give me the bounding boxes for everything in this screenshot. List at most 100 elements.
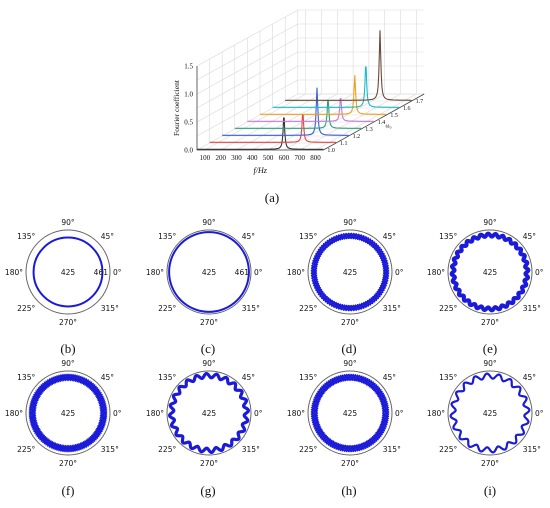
z-tick-label: 1.4 bbox=[378, 120, 386, 126]
angle-label: 0° bbox=[535, 409, 544, 418]
grid-line bbox=[252, 93, 354, 151]
center-label: 425 bbox=[202, 268, 217, 277]
angle-label: 45° bbox=[242, 232, 256, 241]
angle-label: 180° bbox=[287, 409, 305, 418]
polar-ring-inner bbox=[28, 373, 108, 453]
angle-label: 90° bbox=[202, 218, 216, 227]
angle-label: 0° bbox=[395, 409, 404, 418]
angle-label: 270° bbox=[481, 459, 499, 468]
x-tick-label: 800 bbox=[310, 154, 321, 162]
angle-label: 0° bbox=[113, 409, 122, 418]
z-axis-label: ω₀ bbox=[386, 124, 392, 130]
angle-label: 225° bbox=[17, 304, 35, 313]
series-line-7 bbox=[272, 66, 399, 108]
center-label: 425 bbox=[343, 409, 358, 418]
series-line-4 bbox=[234, 100, 362, 129]
angle-label: 90° bbox=[61, 218, 75, 227]
x-axis-label: f/Hz bbox=[254, 166, 268, 175]
angle-label: 135° bbox=[299, 373, 317, 382]
polar-ring bbox=[168, 231, 250, 313]
y-tick-label: 0.0 bbox=[184, 147, 193, 155]
polar-ring-mid bbox=[29, 374, 107, 452]
angle-label: 135° bbox=[439, 373, 457, 382]
panel-label-g: (g) bbox=[200, 483, 216, 498]
radial-label: 461 bbox=[235, 268, 250, 277]
x-tick-label: 400 bbox=[247, 154, 258, 162]
angle-label: 315° bbox=[242, 304, 260, 313]
radial-label: 461 bbox=[94, 268, 109, 277]
series-line-3 bbox=[222, 87, 349, 136]
polar-panel-c: 90° 45° 0° 315° 270° 225° 180° 135° 425 461 bbox=[146, 218, 263, 327]
x-tick-label: 100 bbox=[200, 154, 211, 162]
center-label: 425 bbox=[343, 268, 358, 277]
angle-label: 45° bbox=[523, 373, 537, 382]
panel-label-d: (d) bbox=[341, 341, 357, 356]
panel-label-h: (h) bbox=[341, 483, 357, 498]
angle-label: 270° bbox=[341, 318, 359, 327]
panel-label-c: (c) bbox=[200, 341, 216, 356]
z-tick-label: 1.7 bbox=[416, 99, 424, 105]
angle-label: 135° bbox=[439, 232, 457, 241]
polar-ring-inner bbox=[310, 232, 390, 312]
z-tick-label: 1.3 bbox=[365, 127, 373, 133]
angle-label: 270° bbox=[59, 459, 77, 468]
z-tick-label: 1.5 bbox=[390, 113, 398, 119]
angle-label: 225° bbox=[299, 304, 317, 313]
series-line-6 bbox=[260, 75, 387, 115]
polar-panel-h: 90° 45° 0° 315° 270° 225° 180° 135° 425 bbox=[287, 359, 404, 468]
angle-label: 45° bbox=[101, 232, 115, 241]
angle-label: 0° bbox=[395, 268, 404, 277]
angle-label: 0° bbox=[254, 409, 263, 418]
center-label: 425 bbox=[61, 268, 76, 277]
angle-label: 0° bbox=[113, 268, 122, 277]
angle-label: 180° bbox=[287, 268, 305, 277]
angle-label: 315° bbox=[523, 445, 541, 454]
polar-ring-inner bbox=[310, 373, 390, 453]
polar-ring bbox=[32, 236, 104, 308]
polar-ring bbox=[449, 231, 531, 313]
polar-panel-d: 90° 45° 0° 315° 270° 225° 180° 135° 425 bbox=[287, 218, 404, 327]
angle-label: 225° bbox=[158, 304, 176, 313]
panel-label-f: (f) bbox=[61, 483, 75, 498]
polar-outer-circle bbox=[25, 370, 111, 456]
x-tick-label: 300 bbox=[231, 154, 242, 162]
z-axis-line bbox=[323, 93, 425, 151]
angle-label: 180° bbox=[5, 409, 23, 418]
angle-label: 90° bbox=[343, 359, 357, 368]
polar-panel-f: 90° 45° 0° 315° 270° 225° 180° 135° 425 bbox=[5, 359, 122, 468]
angle-label: 270° bbox=[481, 318, 499, 327]
polar-ring bbox=[168, 372, 250, 454]
z-tick-label: 1.0 bbox=[327, 148, 335, 154]
grid-line bbox=[236, 93, 338, 151]
angle-label: 270° bbox=[200, 318, 218, 327]
angle-label: 180° bbox=[146, 409, 164, 418]
panel-label-e: (e) bbox=[482, 341, 498, 356]
polar-panel-i: 90° 45° 0° 315° 270° 225° 180° 135° 425 bbox=[427, 359, 544, 468]
angle-label: 180° bbox=[427, 268, 445, 277]
panel-label-a: (a) bbox=[264, 190, 280, 205]
panel-label-i: (i) bbox=[483, 483, 497, 498]
angle-label: 135° bbox=[17, 373, 35, 382]
x-tick-label: 600 bbox=[279, 154, 290, 162]
polar-ring-mid bbox=[311, 374, 389, 452]
angle-label: 315° bbox=[101, 304, 119, 313]
angle-label: 225° bbox=[299, 445, 317, 454]
angle-label: 180° bbox=[146, 268, 164, 277]
polar-panels: 90° 45° 0° 315° 270° 225° 180° 135° 425 461 90° 45°… bbox=[5, 218, 544, 468]
polar-outer-circle bbox=[447, 229, 533, 315]
polar-outer-circle bbox=[307, 370, 393, 456]
center-label: 425 bbox=[61, 409, 76, 418]
angle-label: 315° bbox=[383, 304, 401, 313]
series-line-8 bbox=[285, 30, 412, 101]
angle-label: 90° bbox=[483, 359, 497, 368]
polar-panel-b: 90° 45° 0° 315° 270° 225° 180° 135° 425 461 bbox=[5, 218, 122, 327]
angle-label: 315° bbox=[242, 445, 260, 454]
polar-outer-circle bbox=[25, 229, 111, 315]
angle-label: 135° bbox=[158, 373, 176, 382]
z-tick-label: 1.2 bbox=[353, 134, 361, 140]
angle-label: 0° bbox=[254, 268, 263, 277]
y-tick-label: 1.0 bbox=[184, 91, 193, 99]
center-label: 425 bbox=[483, 268, 498, 277]
angle-label: 45° bbox=[523, 232, 537, 241]
